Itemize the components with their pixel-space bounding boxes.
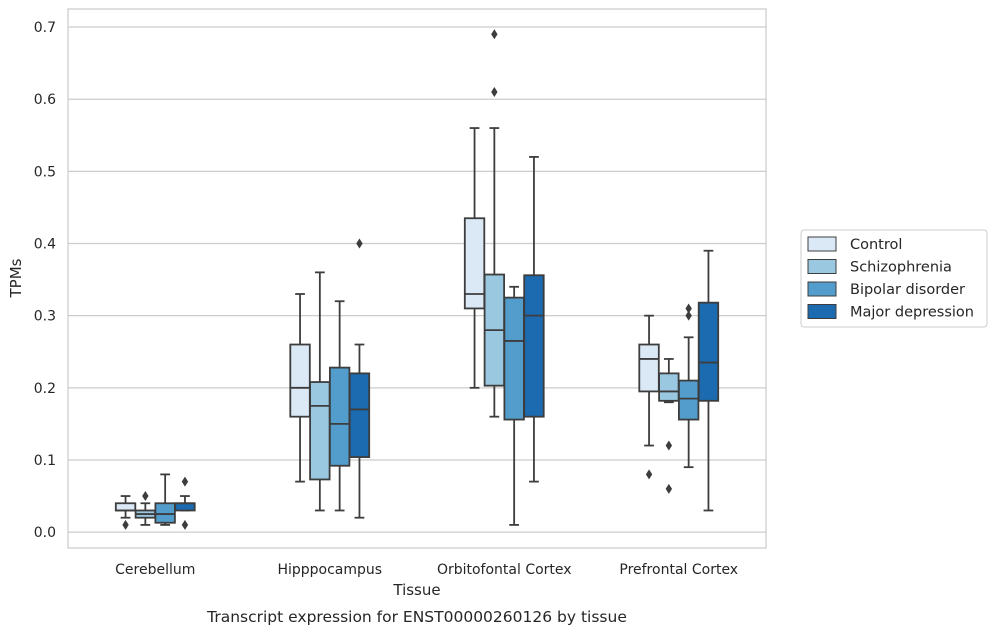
plot-frame: [67, 8, 767, 549]
legend-label: Major depression: [850, 305, 974, 321]
x-tick-labels: Cerebellum Hipppocampus Orbitofontal Corte…: [115, 562, 738, 578]
box-iqr: [289, 343, 311, 418]
box-iqr: [309, 381, 331, 481]
box-iqr: [154, 502, 176, 524]
y-tick-label: 0.4: [34, 237, 56, 253]
x-tick-label: Cerebellum: [115, 562, 195, 578]
outlier-point: [665, 483, 673, 494]
y-tick-label: 0.3: [34, 309, 56, 325]
box-iqr: [174, 502, 196, 512]
box-schizophrenia: [483, 29, 506, 418]
box-iqr: [697, 301, 720, 402]
legend-label: Control: [850, 237, 902, 253]
x-tick-label: Prefrontal Cortex: [619, 562, 738, 578]
outlier-point: [491, 86, 498, 97]
legend-swatch: [807, 304, 837, 319]
legend-swatch: [807, 281, 837, 297]
boxes: [114, 29, 720, 530]
legend: Control Schizophrenia Bipolar disorder Majo…: [800, 229, 988, 328]
y-tick-label: 0.6: [34, 92, 56, 108]
chart-caption: Transcript expression for ENST0000026012…: [206, 608, 627, 626]
outlier-point: [181, 476, 189, 487]
box-major-depression: [697, 249, 720, 512]
box-control: [638, 314, 660, 480]
outlier-point: [142, 491, 149, 502]
box-iqr: [463, 217, 486, 310]
box-schizophrenia: [658, 358, 680, 494]
y-tick-label: 0.2: [34, 381, 56, 397]
outlier-point: [665, 440, 673, 451]
box-iqr: [114, 502, 137, 512]
box-iqr: [638, 343, 660, 393]
legend-label: Bipolar disorder: [850, 282, 965, 298]
box-control: [463, 127, 486, 389]
box-major-depression: [348, 238, 371, 519]
legend-swatch: [807, 259, 837, 274]
outlier-point: [645, 469, 653, 480]
box-iqr: [503, 296, 525, 421]
outlier-point: [181, 519, 189, 530]
box-bipolar-disorder: [503, 285, 525, 526]
legend-frame: [800, 229, 988, 328]
box-bipolar-disorder: [328, 300, 351, 512]
box-major-depression: [523, 156, 545, 483]
x-tick-label: Orbitofontal Cortex: [437, 562, 572, 578]
box-iqr: [328, 366, 351, 467]
y-tick-label: 0.0: [34, 525, 56, 541]
box-major-depression: [174, 476, 196, 530]
outlier-point: [356, 238, 363, 249]
y-axis-label: TPMs: [7, 258, 25, 298]
box-bipolar-disorder: [678, 303, 700, 469]
x-axis-label: Tissue: [392, 581, 440, 599]
grid-lines: [68, 26, 766, 533]
outlier-point: [685, 310, 692, 321]
y-tick-labels: 0.0 0.1 0.2 0.3 0.4 0.5 0.6 0.7: [34, 20, 56, 541]
box-schizophrenia: [309, 271, 331, 512]
box-schizophrenia: [134, 491, 157, 526]
outlier-point: [685, 303, 692, 314]
box-iqr: [658, 372, 680, 402]
box-control: [289, 293, 311, 483]
box-iqr: [523, 274, 545, 418]
x-tick-label: Hipppocampus: [277, 562, 382, 578]
outlier-point: [122, 519, 129, 530]
box-iqr: [348, 372, 371, 458]
box-control: [114, 495, 137, 530]
outlier-point: [491, 29, 498, 40]
y-tick-label: 0.1: [34, 453, 56, 469]
legend-label: Schizophrenia: [850, 260, 952, 276]
legend-swatch: [807, 236, 837, 252]
y-tick-label: 0.7: [34, 20, 56, 36]
box-bipolar-disorder: [154, 473, 176, 526]
y-tick-label: 0.5: [34, 164, 56, 180]
box-iqr: [678, 379, 700, 421]
